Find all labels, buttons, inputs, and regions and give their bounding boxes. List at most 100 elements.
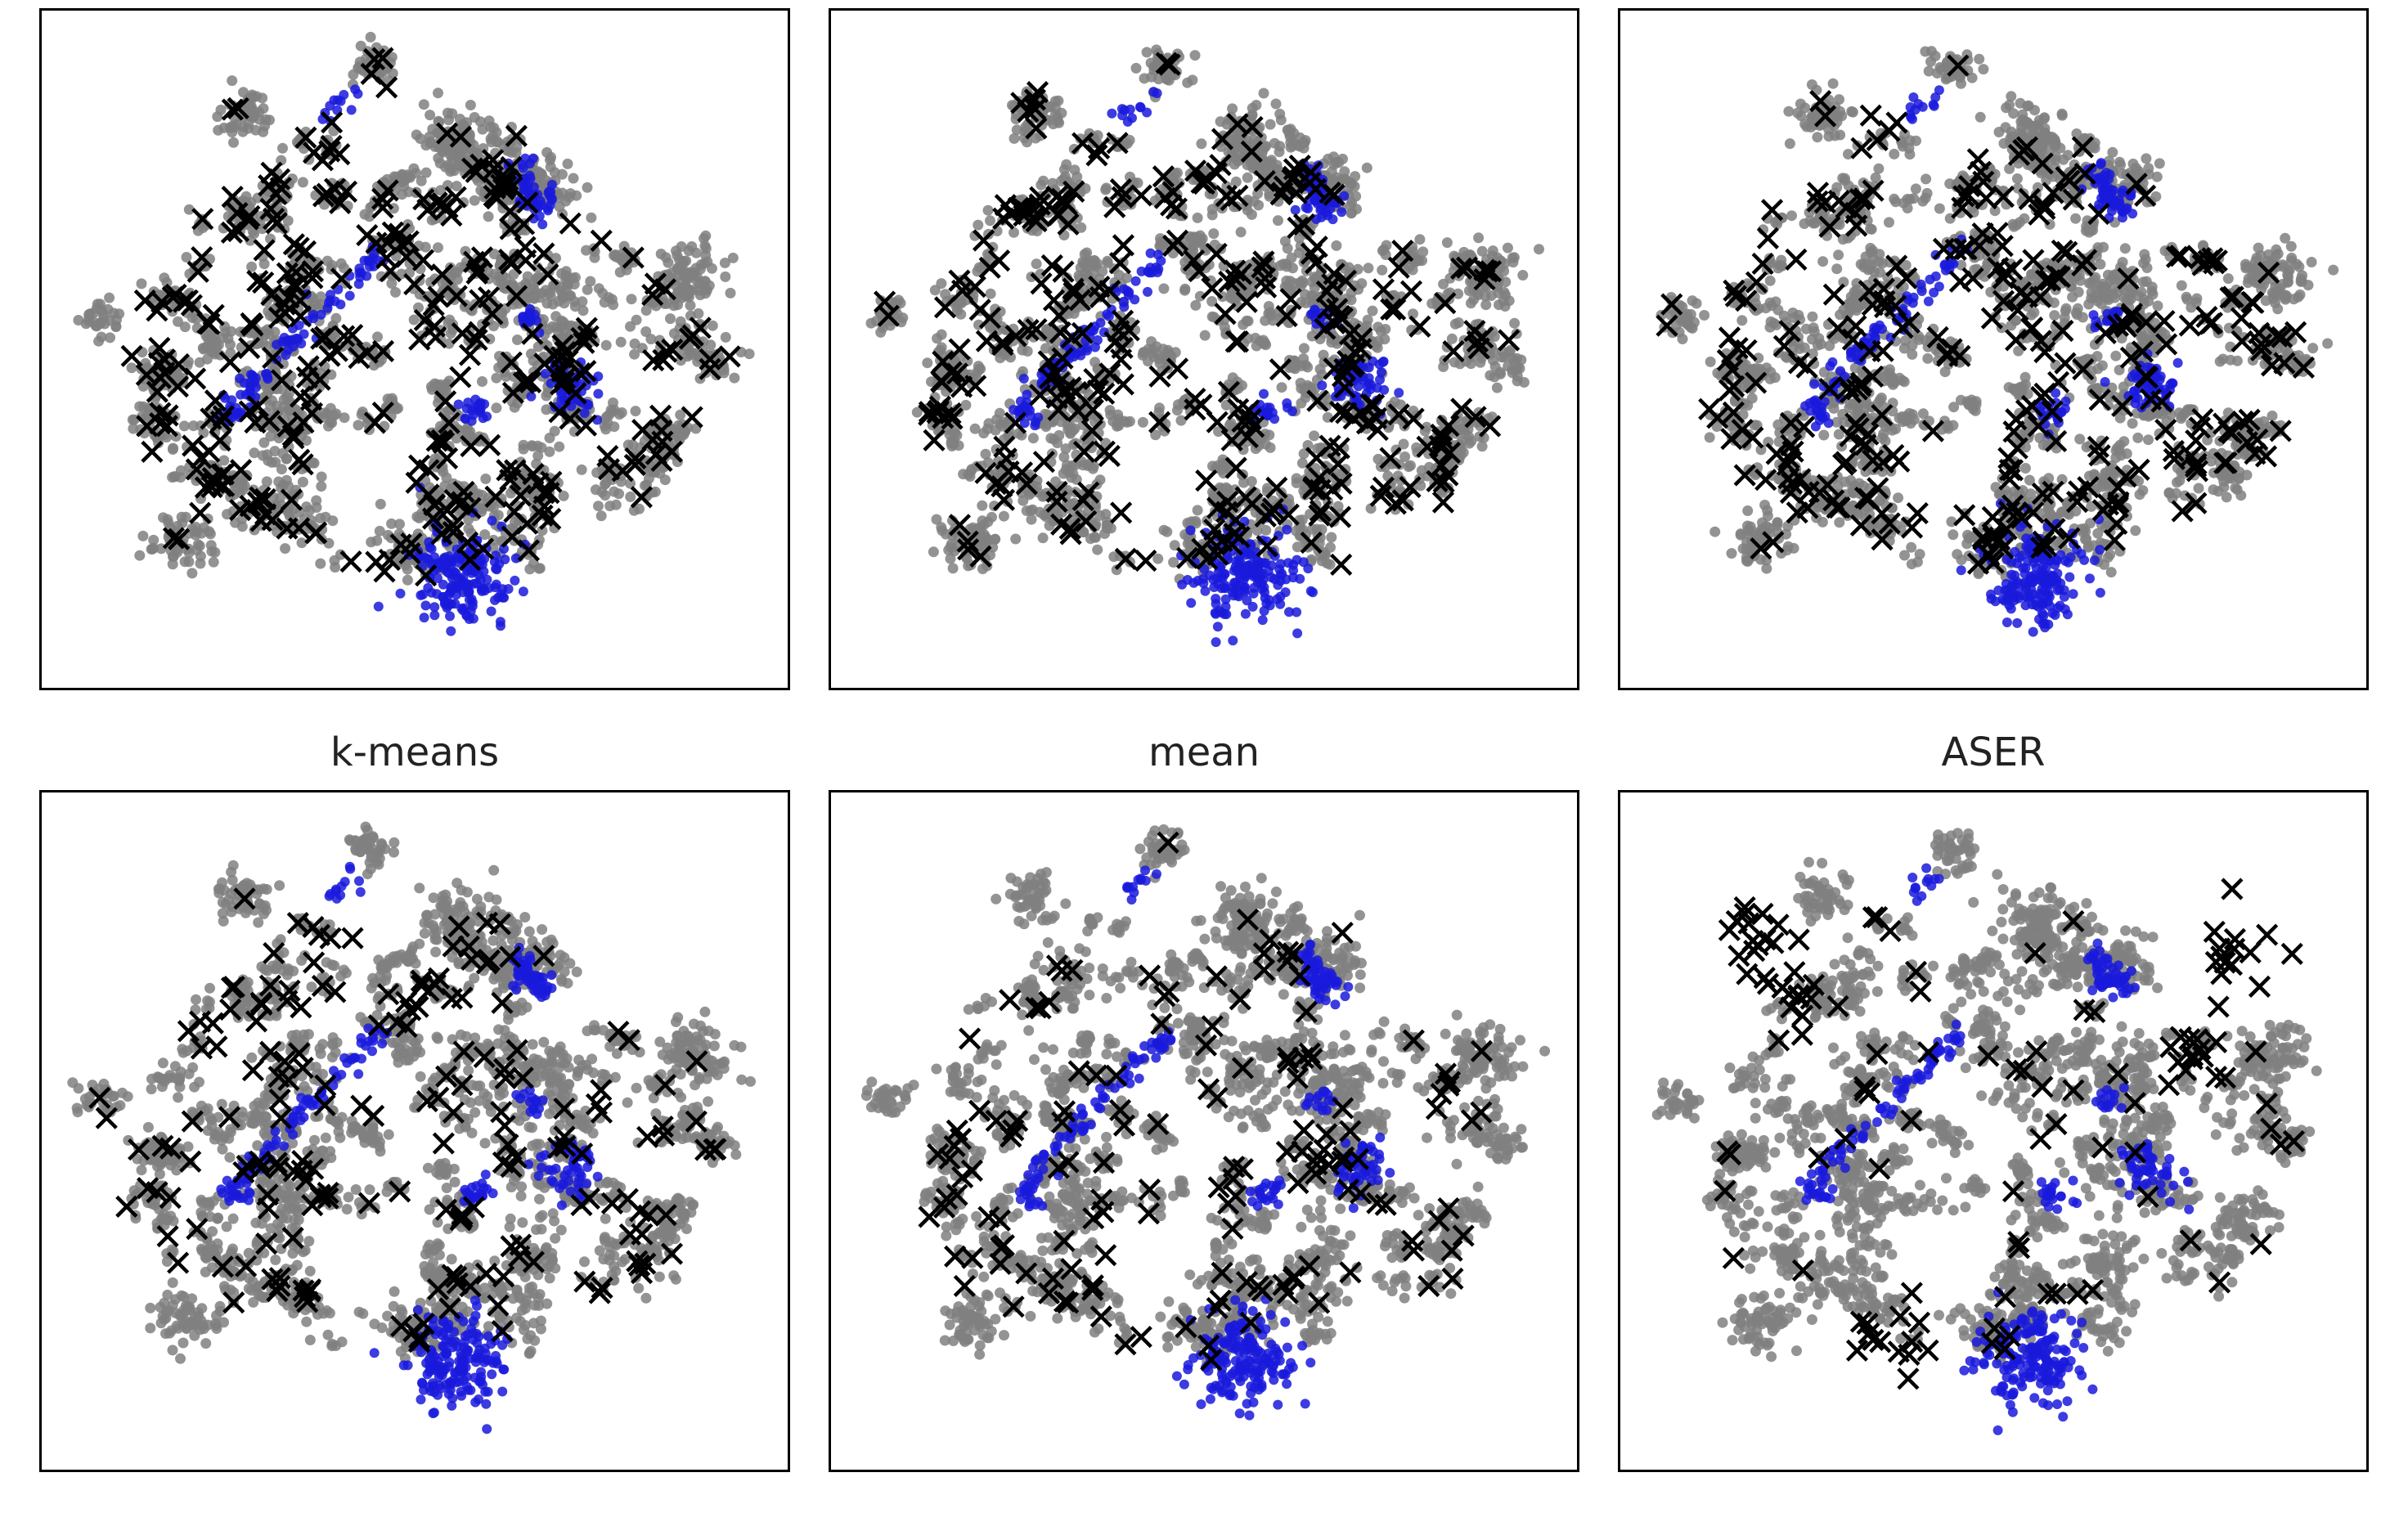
gray-point	[420, 167, 432, 178]
gray-point	[1192, 212, 1203, 223]
gray-point	[390, 286, 401, 298]
gray-point	[391, 403, 402, 415]
gray-point	[1398, 438, 1409, 450]
gray-point	[359, 209, 371, 220]
gray-point	[169, 471, 181, 483]
gray-point	[546, 321, 558, 332]
gray-point	[585, 276, 596, 287]
gray-point	[522, 271, 533, 282]
gray-point	[1054, 429, 1065, 441]
gray-point	[501, 272, 512, 284]
gray-point	[485, 133, 496, 145]
gray-point	[374, 525, 385, 537]
blue-point	[496, 621, 505, 631]
gray-point	[265, 430, 276, 442]
blue-point	[316, 309, 326, 320]
gray-point	[1475, 357, 1486, 368]
blue-point	[478, 566, 489, 577]
gray-point	[649, 486, 661, 497]
gray-point	[582, 182, 593, 193]
gray-point	[487, 542, 499, 554]
gray-point	[339, 263, 350, 274]
gray-point	[183, 204, 195, 215]
gray-point	[207, 332, 218, 343]
gray-point	[1031, 258, 1042, 270]
gray-point	[727, 252, 739, 263]
gray-point	[105, 332, 115, 343]
selected-marker	[141, 440, 164, 463]
gray-point	[1172, 167, 1183, 178]
gray-point	[1316, 523, 1328, 535]
gray-point	[444, 314, 456, 325]
gray-point	[134, 550, 146, 561]
gray-point	[1157, 343, 1169, 355]
blue-point	[543, 187, 554, 198]
gray-point	[411, 511, 423, 523]
gray-point	[537, 525, 548, 537]
blue-point	[579, 408, 590, 418]
blue-point	[519, 173, 530, 184]
gray-point	[985, 288, 996, 299]
blue-point	[446, 626, 456, 636]
gray-point	[554, 441, 565, 452]
gray-point	[1038, 175, 1049, 186]
gray-point	[148, 534, 159, 545]
gray-point	[433, 242, 443, 254]
gray-point	[110, 321, 122, 332]
gray-point	[258, 258, 270, 270]
blue-point	[496, 589, 506, 599]
blue-point	[330, 296, 340, 307]
gray-point	[549, 167, 560, 178]
selected-marker	[465, 328, 488, 352]
gray-point	[1087, 463, 1098, 474]
selected-marker	[168, 528, 191, 550]
gray-point	[452, 151, 463, 163]
blue-point	[458, 572, 469, 583]
gray-point	[277, 142, 288, 154]
gray-point	[1158, 283, 1170, 294]
gray-point	[186, 312, 198, 323]
gray-point	[675, 409, 686, 420]
gray-point	[555, 315, 567, 326]
gray-point	[1172, 399, 1184, 411]
gray-point	[371, 535, 383, 546]
gray-point	[1179, 285, 1190, 296]
blue-point	[346, 105, 357, 115]
selected-marker	[371, 47, 394, 70]
blue-point	[518, 586, 528, 597]
gray-point	[1022, 346, 1033, 357]
gray-point	[225, 339, 236, 350]
gray-point	[180, 511, 191, 523]
gray-point	[622, 439, 634, 451]
blue-point	[263, 374, 273, 384]
gray-point	[402, 574, 413, 586]
gray-point	[1121, 272, 1133, 284]
gray-point	[433, 88, 443, 99]
gray-point	[672, 249, 683, 261]
gray-point	[1372, 321, 1384, 333]
gray-point	[396, 268, 407, 280]
gray-point	[628, 505, 640, 516]
gray-point	[946, 438, 957, 449]
gray-point	[1253, 200, 1265, 211]
gray-point	[630, 406, 641, 417]
gray-point	[1298, 343, 1310, 354]
gray-point	[261, 476, 272, 487]
blue-point	[461, 403, 472, 414]
gray-point	[577, 296, 588, 308]
selected-marker	[276, 262, 299, 285]
gray-point	[1314, 363, 1326, 375]
gray-point	[270, 456, 281, 468]
blue-point	[335, 96, 346, 106]
gray-point	[1235, 227, 1247, 238]
gray-point	[1294, 141, 1305, 152]
gray-point	[469, 195, 480, 206]
gray-point	[178, 420, 190, 432]
blue-point	[524, 159, 535, 168]
gray-point	[323, 420, 334, 432]
scatter-plot-2	[865, 44, 1544, 648]
blue-point	[445, 611, 455, 622]
gray-point	[1137, 416, 1148, 428]
gray-point	[558, 490, 569, 501]
blue-point	[487, 515, 497, 526]
